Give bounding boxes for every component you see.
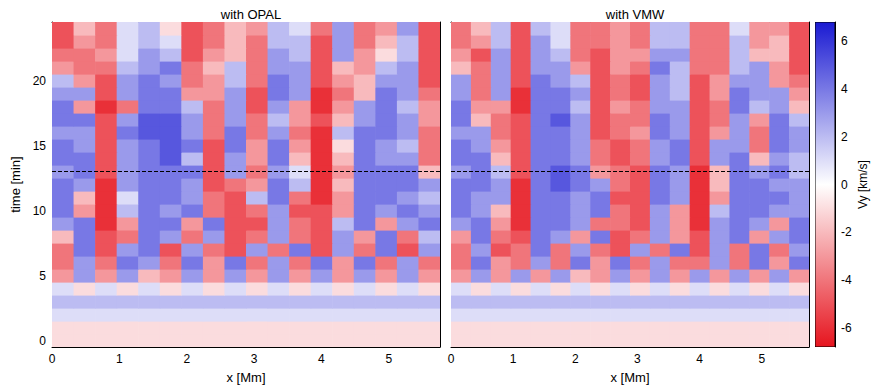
svg-text:x [Mm]: x [Mm] <box>611 370 650 385</box>
svg-text:-4: -4 <box>841 273 852 287</box>
svg-text:0: 0 <box>39 334 46 348</box>
svg-text:5: 5 <box>39 269 46 283</box>
svg-text:2: 2 <box>183 352 190 366</box>
svg-text:5: 5 <box>385 352 392 366</box>
svg-text:4: 4 <box>841 82 848 96</box>
svg-text:with VMW: with VMW <box>605 7 665 22</box>
svg-text:2: 2 <box>572 352 579 366</box>
svg-text:1: 1 <box>116 352 123 366</box>
svg-text:15: 15 <box>33 139 47 153</box>
svg-text:6: 6 <box>841 34 848 48</box>
svg-text:3: 3 <box>251 352 258 366</box>
svg-text:20: 20 <box>33 74 47 88</box>
svg-text:with OPAL: with OPAL <box>220 7 281 22</box>
svg-text:1: 1 <box>510 352 517 366</box>
svg-text:3: 3 <box>634 352 641 366</box>
svg-text:5: 5 <box>758 352 765 366</box>
svg-text:Vy [km/s]: Vy [km/s] <box>856 160 870 209</box>
svg-text:time [min]: time [min] <box>8 156 23 212</box>
svg-text:0: 0 <box>49 352 56 366</box>
svg-text:x [Mm]: x [Mm] <box>227 370 266 385</box>
svg-text:-2: -2 <box>841 225 852 239</box>
svg-text:-6: -6 <box>841 321 852 335</box>
svg-text:10: 10 <box>33 204 47 218</box>
svg-text:4: 4 <box>318 352 325 366</box>
svg-text:0: 0 <box>448 352 455 366</box>
svg-text:2: 2 <box>841 130 848 144</box>
svg-text:0: 0 <box>841 178 848 192</box>
svg-text:4: 4 <box>696 352 703 366</box>
